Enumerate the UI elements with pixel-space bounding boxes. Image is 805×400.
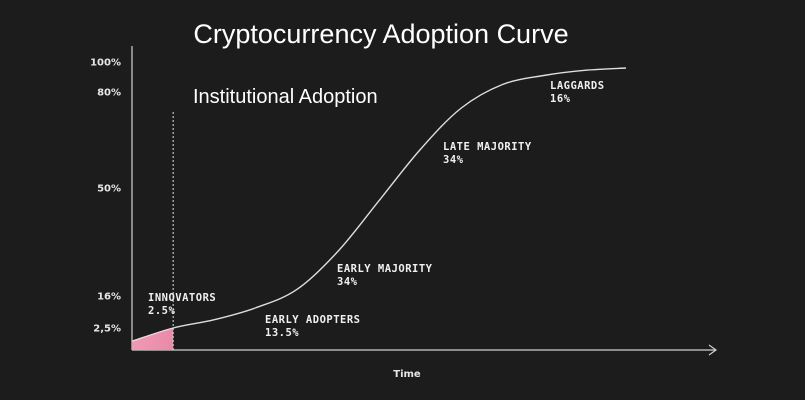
segment-name-late-majority: LATE MAJORITY (443, 141, 532, 153)
innovators-area (132, 328, 174, 350)
segment-share-laggards: 16% (550, 93, 571, 105)
x-axis-arrow (708, 344, 718, 356)
y-tick-label-16: 16% (97, 292, 121, 303)
institutional-adoption-label: Institutional Adoption (193, 86, 378, 108)
chart-title: Cryptocurrency Adoption Curve (193, 19, 568, 49)
segment-name-laggards: LAGGARDS (550, 80, 605, 92)
segment-share-early-adopters: 13.5% (265, 327, 299, 339)
y-tick-label-2-5: 2,5% (93, 324, 121, 335)
segment-share-early-majority: 34% (337, 276, 358, 288)
segment-name-early-adopters: EARLY ADOPTERS (265, 314, 361, 326)
y-tick-label-100: 100% (90, 58, 121, 69)
y-tick-label-50: 50% (97, 184, 121, 195)
segment-name-innovators: INNOVATORS (148, 292, 216, 304)
x-axis-label: Time (393, 369, 421, 380)
adoption-curve-line (131, 67, 627, 342)
segment-share-innovators: 2.5% (148, 305, 175, 317)
segment-name-early-majority: EARLY MAJORITY (337, 263, 433, 275)
segment-share-late-majority: 34% (443, 154, 464, 166)
y-tick-label-80: 80% (97, 88, 121, 99)
